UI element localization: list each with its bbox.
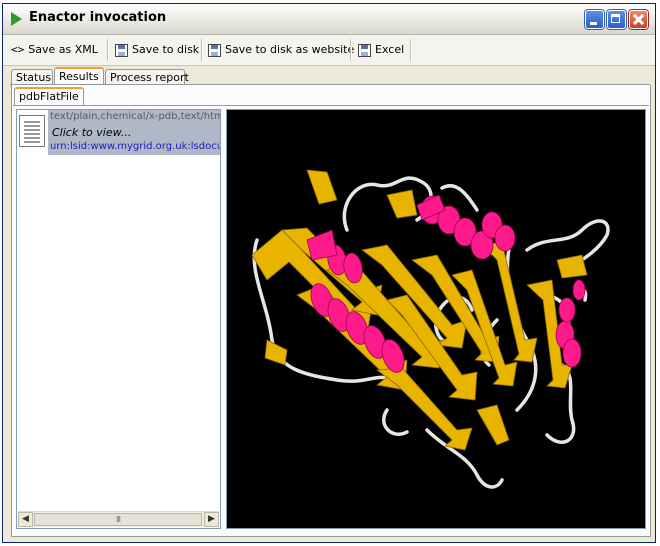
window-title: Enactor invocation: [29, 10, 167, 25]
toolbar-separator: [201, 39, 203, 61]
tab-divider: [10, 84, 650, 85]
title-bar[interactable]: Enactor invocation: [3, 4, 655, 35]
save-to-disk-label: Save to disk: [132, 43, 200, 56]
play-icon: [11, 12, 22, 26]
save-to-disk-button[interactable]: Save to disk: [115, 40, 199, 60]
close-button[interactable]: [629, 10, 648, 29]
protein-structure-viewer[interactable]: [226, 109, 646, 529]
scroll-left-arrow-icon[interactable]: ◀: [18, 512, 33, 527]
toolbar-separator: [350, 39, 352, 61]
excel-label: Excel: [375, 43, 405, 56]
document-icon: [19, 115, 45, 147]
toolbar-separator: [410, 39, 412, 61]
tab-process-report[interactable]: Process report: [105, 69, 189, 85]
enactor-window: Enactor invocation <> Save as XML Save to…: [2, 3, 656, 543]
result-item[interactable]: text/plain,chemical/x-pdb,text/html Clic…: [17, 110, 220, 158]
selection-highlight: [48, 110, 220, 155]
alpha-helices: [306, 194, 586, 373]
toolbar: <> Save as XML Save to disk Save to disk …: [3, 35, 655, 66]
result-list: text/plain,chemical/x-pdb,text/html Clic…: [16, 109, 221, 529]
minimize-button[interactable]: [585, 10, 604, 29]
results-panel: pdbFlatFile text/plain,chemical/x-pdb,te…: [11, 85, 651, 537]
scroll-right-arrow-icon[interactable]: ▶: [204, 512, 219, 527]
tab-status[interactable]: Status: [11, 69, 53, 85]
click-to-view-link[interactable]: Click to view...: [52, 126, 132, 139]
lsid-link[interactable]: urn:lsid:www.mygrid.org.uk:lsdocu: [50, 141, 221, 152]
tab-pdbflatfile[interactable]: pdbFlatFile: [14, 87, 84, 106]
subtab-divider: [13, 105, 649, 106]
tab-results[interactable]: Results: [54, 67, 104, 85]
horizontal-scrollbar[interactable]: ◀ III ▶: [18, 511, 219, 527]
save-to-disk-as-website-button[interactable]: Save to disk as website: [208, 40, 354, 60]
toolbar-separator: [107, 39, 109, 61]
maximize-button[interactable]: [607, 10, 626, 29]
xml-code-icon: <>: [11, 43, 25, 56]
save-as-xml-label: Save as XML: [28, 43, 98, 56]
protein-ribbon-render: [251, 169, 610, 489]
floppy-disk-icon: [358, 43, 371, 57]
mime-types: text/plain,chemical/x-pdb,text/html: [50, 111, 221, 122]
floppy-disk-icon: [208, 43, 221, 57]
save-as-xml-button[interactable]: <> Save as XML: [11, 40, 98, 60]
excel-button[interactable]: Excel: [358, 40, 404, 60]
save-website-label: Save to disk as website: [225, 43, 355, 56]
scroll-thumb[interactable]: III: [34, 513, 202, 526]
floppy-disk-icon: [115, 43, 128, 57]
